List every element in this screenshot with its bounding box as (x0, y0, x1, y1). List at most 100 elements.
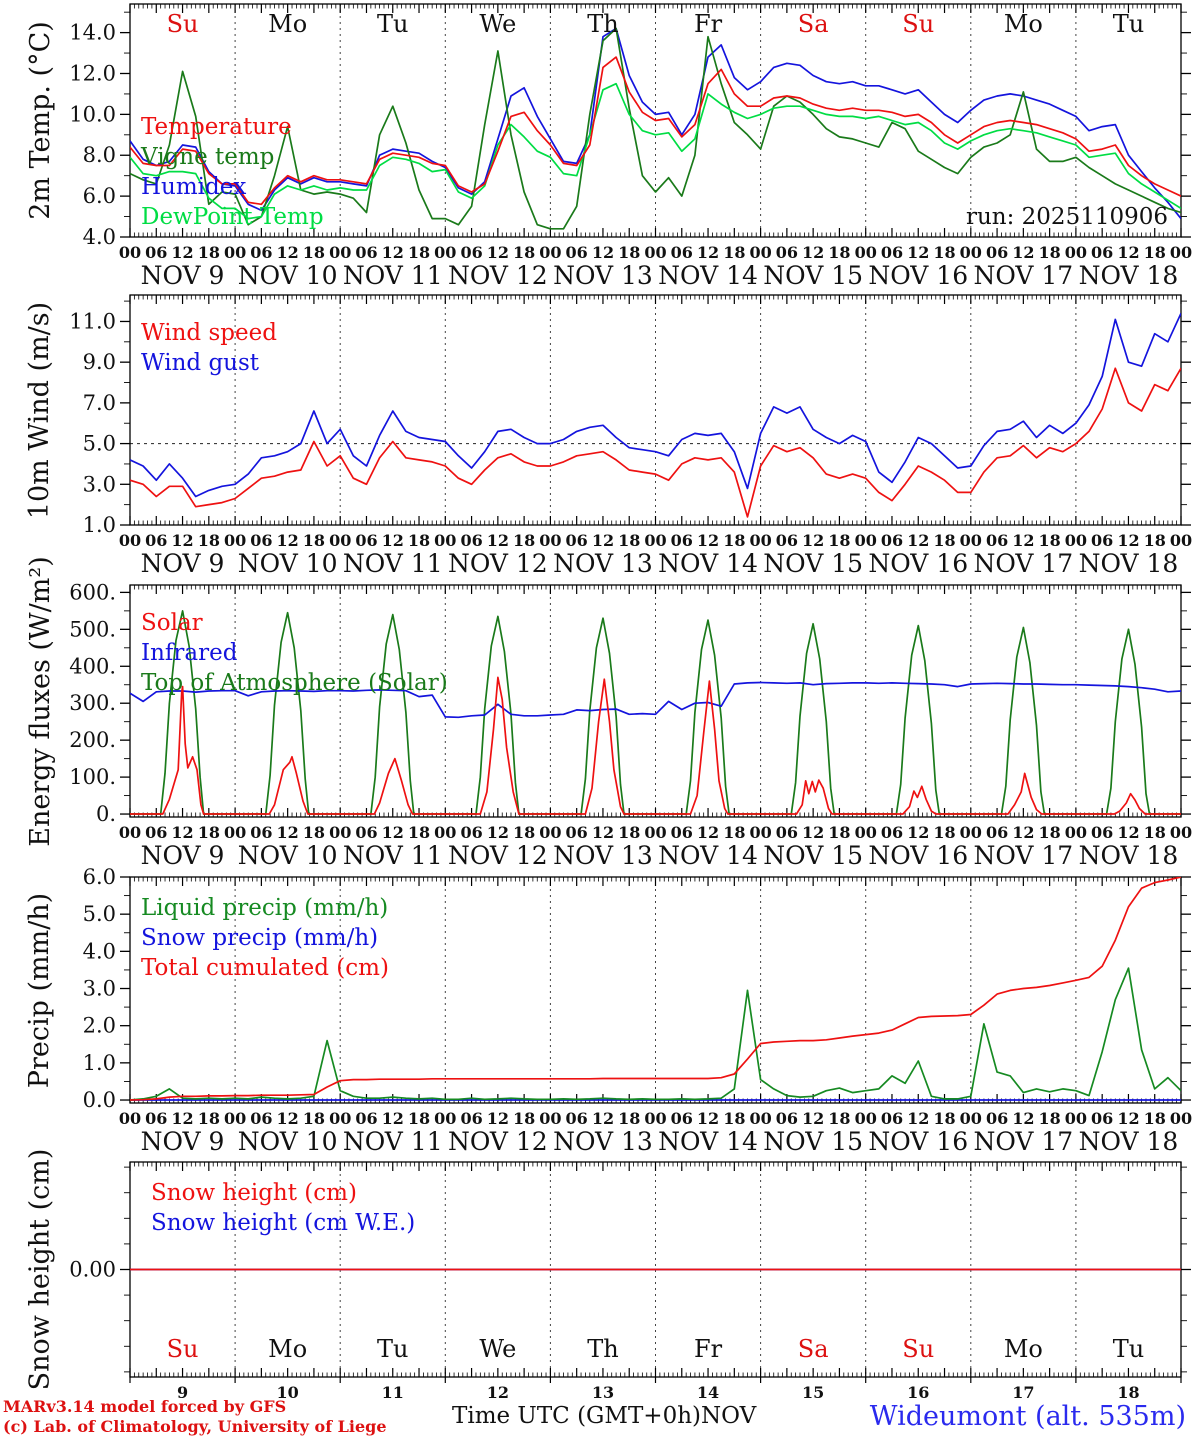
hour-label: 12 (487, 243, 509, 262)
y-tick-label: 400. (69, 654, 116, 678)
hour-label: 18 (1144, 1109, 1166, 1128)
day-number-label: 11 (382, 1383, 404, 1402)
hour-label: 06 (250, 823, 272, 842)
hour-label: 06 (776, 531, 798, 550)
series-total-cumulated-cm- (130, 877, 1181, 1101)
weekday-label: Su (902, 1335, 934, 1363)
hour-label: 18 (303, 823, 325, 842)
hour-label: 06 (460, 1109, 482, 1128)
hour-label: 00 (855, 243, 877, 262)
hour-label: 18 (618, 1109, 640, 1128)
hour-label: 06 (566, 243, 588, 262)
hour-label: 00 (855, 1109, 877, 1128)
weekday-label: Sa (798, 1335, 829, 1363)
hour-label: 00 (434, 823, 456, 842)
hour-label: 18 (1144, 243, 1166, 262)
hour-label: 18 (303, 1109, 325, 1128)
weekday-label: Th (587, 1335, 618, 1363)
hour-label: 00 (749, 1109, 771, 1128)
series-liquid-precip-mm-h- (130, 967, 1181, 1101)
xaxis-title: Time UTC (GMT+0h)NOV (452, 1403, 756, 1429)
hour-label: 06 (145, 531, 167, 550)
weekday-label: Mo (1004, 10, 1043, 38)
series-wind-speed (130, 367, 1181, 518)
hour-label: 12 (171, 1109, 193, 1128)
date-label: NOV 18 (1079, 549, 1179, 578)
legend-wind-speed: Wind speed (141, 320, 277, 346)
y-tick-label: 3.0 (83, 472, 116, 496)
model-credit-line1: MARv3.14 model forced by GFS (3, 1397, 287, 1416)
weekday-label: Mo (1004, 1335, 1043, 1363)
hour-label: 12 (487, 823, 509, 842)
hour-label: 18 (618, 823, 640, 842)
y-tick-label: 11.0 (69, 309, 116, 333)
weekday-label: Fr (694, 10, 723, 38)
hour-label: 12 (1117, 1109, 1139, 1128)
hour-label: 06 (776, 243, 798, 262)
hour-label: 12 (1012, 823, 1034, 842)
hour-label: 18 (513, 823, 535, 842)
model-credit: MARv3.14 model forced by GFS (c) Lab. of… (3, 1397, 387, 1437)
y-tick-label: 200. (69, 728, 116, 752)
hour-label: 00 (1065, 1109, 1087, 1128)
y-tick-label: 1.0 (83, 1051, 116, 1075)
date-label: NOV 12 (448, 1127, 548, 1156)
hour-label: 06 (671, 823, 693, 842)
precip-legend: Liquid precip (mm/h) Snow precip (mm/h) … (141, 893, 389, 983)
hour-label: 00 (224, 243, 246, 262)
y-tick-label: 100. (69, 765, 116, 789)
legend-top-of-atmosphere: Top of Atmosphere (Solar) (141, 670, 448, 696)
date-label: NOV 11 (343, 549, 443, 578)
hour-label: 18 (408, 823, 430, 842)
hour-label: 12 (382, 1109, 404, 1128)
hour-label: 12 (802, 1109, 824, 1128)
date-label: NOV 14 (658, 1127, 758, 1156)
hour-label: 12 (1012, 243, 1034, 262)
date-label: NOV 14 (658, 549, 758, 578)
date-label: NOV 17 (973, 1127, 1073, 1156)
hour-label: 00 (119, 531, 141, 550)
y-tick-label: 7.0 (83, 391, 116, 415)
hour-label: 12 (277, 823, 299, 842)
time-utc-label: Time UTC (GMT+0h) (452, 1403, 701, 1429)
hour-label: 12 (171, 531, 193, 550)
hour-label: 06 (986, 1109, 1008, 1128)
hour-label: 00 (1065, 823, 1087, 842)
day-number-label: 17 (1012, 1383, 1034, 1402)
weekday-label: We (479, 10, 516, 38)
y-tick-label: 14.0 (69, 21, 116, 45)
weekday-label: Su (902, 10, 934, 38)
hour-label: 12 (592, 1109, 614, 1128)
hour-label: 12 (277, 1109, 299, 1128)
day-number-label: 14 (697, 1383, 719, 1402)
hour-label: 18 (1038, 531, 1060, 550)
hour-label: 12 (277, 531, 299, 550)
hour-label: 18 (198, 1109, 220, 1128)
hour-label: 12 (382, 243, 404, 262)
hour-label: 12 (487, 1109, 509, 1128)
weekday-label: Mo (268, 1335, 307, 1363)
hour-label: 18 (198, 243, 220, 262)
hour-label: 18 (303, 531, 325, 550)
legend-snow-height-we: Snow height (cm W.E.) (151, 1210, 416, 1236)
hour-label: 12 (277, 243, 299, 262)
hour-label: 06 (566, 823, 588, 842)
hour-label: 00 (119, 1109, 141, 1128)
hour-label: 06 (566, 531, 588, 550)
hour-label: 00 (855, 531, 877, 550)
legend-snow-height: Snow height (cm) (151, 1180, 357, 1206)
hour-label: 00 (1065, 531, 1087, 550)
temperature-legend: Temperature Vigne temp Humidex DewPoint … (141, 112, 324, 232)
series-solar (130, 676, 1181, 815)
legend-liquid-precip: Liquid precip (mm/h) (141, 895, 389, 921)
series-humidex (130, 27, 1181, 220)
hour-label: 06 (460, 243, 482, 262)
hour-label: 12 (907, 243, 929, 262)
date-label: NOV 9 (141, 1127, 225, 1156)
weekday-label: Th (587, 10, 618, 38)
hour-label: 00 (539, 531, 561, 550)
hour-label: 06 (776, 823, 798, 842)
hour-label: 00 (224, 823, 246, 842)
hour-label: 18 (933, 1109, 955, 1128)
hour-label: 06 (986, 243, 1008, 262)
